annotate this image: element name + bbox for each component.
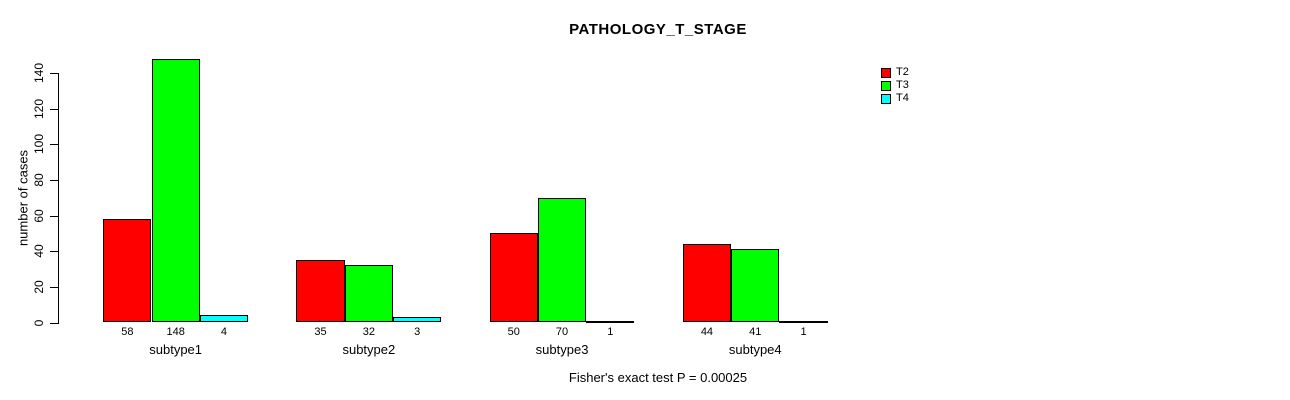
legend: T2 T3 T4	[881, 66, 909, 105]
y-tick	[50, 144, 58, 146]
bar-value-label: 41	[749, 326, 762, 338]
bar-T4-subtype3	[586, 320, 635, 323]
y-tick-label: 40	[32, 244, 46, 258]
legend-swatch-icon	[881, 67, 891, 78]
y-tick-label: 140	[32, 62, 46, 84]
category-label-subtype1: subtype1	[149, 342, 203, 357]
y-tick-label: 20	[32, 280, 46, 294]
bar-value-label: 4	[220, 326, 227, 338]
y-tick-label: 60	[32, 208, 46, 223]
y-tick	[50, 108, 58, 110]
legend-label: T4	[896, 92, 909, 104]
bar-T3-subtype2	[344, 265, 393, 323]
bar-value-label: 70	[555, 326, 569, 338]
y-tick-label: 0	[32, 319, 46, 326]
category-label-subtype2: subtype2	[342, 342, 396, 357]
bar-T4-subtype2	[393, 317, 442, 323]
legend-item-T2: T2	[881, 66, 909, 79]
bar-value-label: 50	[507, 326, 520, 338]
legend-item-T3: T3	[881, 79, 909, 92]
bar-value-label: 1	[800, 326, 807, 338]
legend-swatch-icon	[881, 93, 891, 104]
y-tick	[50, 251, 58, 253]
bar-T4-subtype1	[199, 315, 249, 323]
bar-value-label: 44	[700, 326, 714, 338]
y-tick	[50, 73, 58, 75]
bar-T4-subtype4	[779, 320, 828, 323]
y-tick-label: 120	[32, 98, 46, 119]
bar-value-label: 3	[414, 326, 421, 338]
category-label-subtype3: subtype3	[535, 342, 589, 357]
bar-T3-subtype3	[537, 197, 587, 323]
y-tick	[50, 286, 58, 289]
legend-item-T4: T4	[881, 92, 909, 105]
legend-label: T2	[896, 66, 909, 78]
bar-value-label: 32	[362, 326, 375, 338]
bar-T2-subtype4	[682, 244, 732, 323]
y-tick-label: 80	[32, 173, 46, 187]
legend-label: T3	[896, 79, 909, 91]
bar-T2-subtype1	[103, 219, 152, 323]
y-axis-line	[58, 73, 60, 324]
bar-T3-subtype4	[731, 249, 780, 323]
y-tick	[50, 322, 58, 324]
legend-swatch-icon	[881, 80, 891, 91]
bar-value-label: 58	[121, 326, 134, 338]
bar-value-label: 148	[166, 326, 185, 338]
bar-value-label: 1	[607, 326, 614, 338]
y-axis-label: number of cases	[15, 149, 31, 247]
bar-T3-subtype1	[151, 58, 200, 323]
bar-value-label: 35	[314, 326, 327, 338]
bar-T2-subtype2	[296, 260, 345, 323]
y-tick	[50, 215, 58, 217]
y-tick	[50, 179, 58, 182]
category-label-subtype4: subtype4	[728, 342, 782, 357]
y-tick-label: 100	[32, 134, 46, 155]
bar-T2-subtype3	[489, 233, 538, 323]
chart-title: PATHOLOGY_T_STAGE	[569, 21, 747, 38]
footer-annotation: Fisher's exact test P = 0.00025	[568, 370, 748, 385]
